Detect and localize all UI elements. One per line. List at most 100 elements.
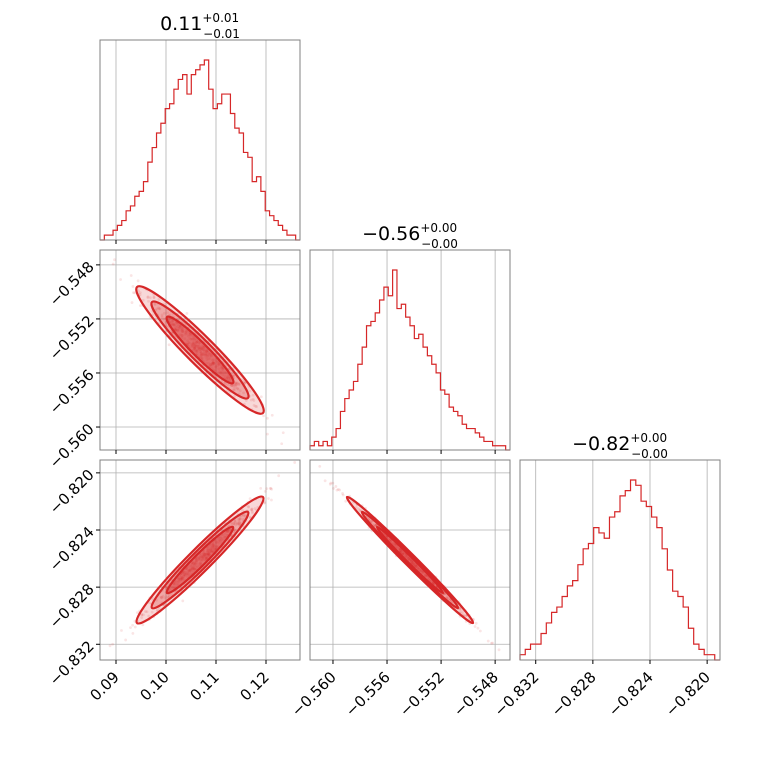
density-contour (150, 510, 250, 610)
sample-point (120, 629, 123, 632)
sample-point (206, 556, 209, 560)
sample-point (132, 291, 135, 295)
sample-point (192, 342, 196, 346)
sample-point (194, 559, 198, 563)
sample-point (336, 487, 340, 491)
sample-point (270, 413, 274, 417)
sample-point (108, 644, 112, 648)
sample-point (182, 574, 186, 578)
sample-point (414, 563, 418, 566)
sample-point (211, 550, 215, 554)
sample-point (238, 520, 242, 524)
sample-point (176, 579, 180, 583)
y-tick-label: −0.828 (46, 580, 98, 632)
sample-point (124, 638, 128, 642)
title-plus: +0.00 (420, 221, 457, 235)
sample-point (217, 362, 221, 366)
sample-point (158, 307, 162, 311)
sample-point (293, 461, 297, 464)
sample-point (179, 577, 183, 581)
sample-point (193, 562, 197, 566)
sample-point (195, 560, 199, 564)
sample-point (461, 610, 465, 614)
sample-point (185, 572, 189, 576)
sample-point (191, 337, 195, 341)
sample-point (417, 568, 421, 571)
sample-point (253, 507, 257, 511)
sample-point (206, 550, 209, 553)
sample-point (197, 343, 201, 346)
sample-point (209, 547, 212, 551)
sample-point (420, 571, 424, 574)
sample-point (188, 570, 191, 574)
sample-point (323, 479, 327, 483)
y-tick-label: −0.560 (46, 420, 98, 472)
sample-point (183, 572, 186, 576)
sample-point (218, 539, 222, 543)
sample-point (177, 580, 181, 584)
sample-point (189, 567, 193, 571)
sample-point (225, 376, 229, 380)
sample-point (223, 371, 226, 374)
sample-point (236, 387, 239, 390)
sample-point (209, 363, 213, 367)
sample-point (185, 312, 189, 315)
sample-point (209, 548, 213, 552)
sample-point (224, 371, 228, 375)
sample-point (203, 353, 207, 357)
sample-point (237, 522, 241, 525)
sample-point (458, 607, 462, 610)
sample-point (397, 547, 401, 551)
sample-point (183, 571, 187, 575)
sample-point (199, 348, 203, 352)
sample-point (411, 561, 415, 565)
sample-point (188, 336, 192, 340)
sample-point (211, 543, 214, 546)
sample-point (193, 346, 197, 350)
sample-point (195, 565, 199, 569)
sample-point (171, 319, 175, 323)
sample-point (193, 346, 197, 350)
sample-point (198, 556, 202, 559)
sample-point (177, 326, 181, 330)
sample-point (230, 384, 234, 387)
sample-point (210, 550, 214, 554)
sample-point (239, 517, 242, 521)
sample-point (232, 530, 236, 534)
sample-point (213, 548, 216, 552)
sample-point (193, 568, 197, 571)
sample-point (192, 347, 196, 350)
sample-point (419, 569, 423, 572)
sample-point (194, 557, 198, 561)
sample-point (396, 545, 399, 549)
sample-point (181, 599, 185, 603)
title-value: −0.56 (362, 223, 420, 245)
sample-point (181, 334, 184, 338)
sample-point (216, 364, 220, 367)
sample-point (203, 552, 207, 556)
sample-point (181, 330, 184, 334)
sample-point (176, 328, 179, 332)
sample-point (157, 607, 161, 610)
sample-point (113, 258, 116, 262)
sample-point (424, 573, 428, 577)
sample-point (170, 322, 174, 326)
sample-point (135, 611, 139, 615)
sample-point (207, 553, 211, 556)
sample-point (280, 442, 284, 446)
histogram-title-2: −0.82+0.00 −0.00 (572, 431, 668, 461)
sample-point (186, 572, 190, 576)
sample-point (197, 556, 201, 559)
sample-point (411, 562, 415, 566)
sample-point (191, 566, 195, 570)
sample-point (192, 562, 196, 566)
sample-point (267, 497, 270, 500)
density-contour (135, 495, 265, 625)
sample-point (208, 357, 212, 361)
sample-point (372, 523, 376, 527)
sample-point (357, 507, 361, 511)
sample-point (150, 610, 154, 614)
sample-point (211, 361, 215, 365)
sample-point (186, 343, 190, 346)
sample-point (111, 262, 115, 266)
